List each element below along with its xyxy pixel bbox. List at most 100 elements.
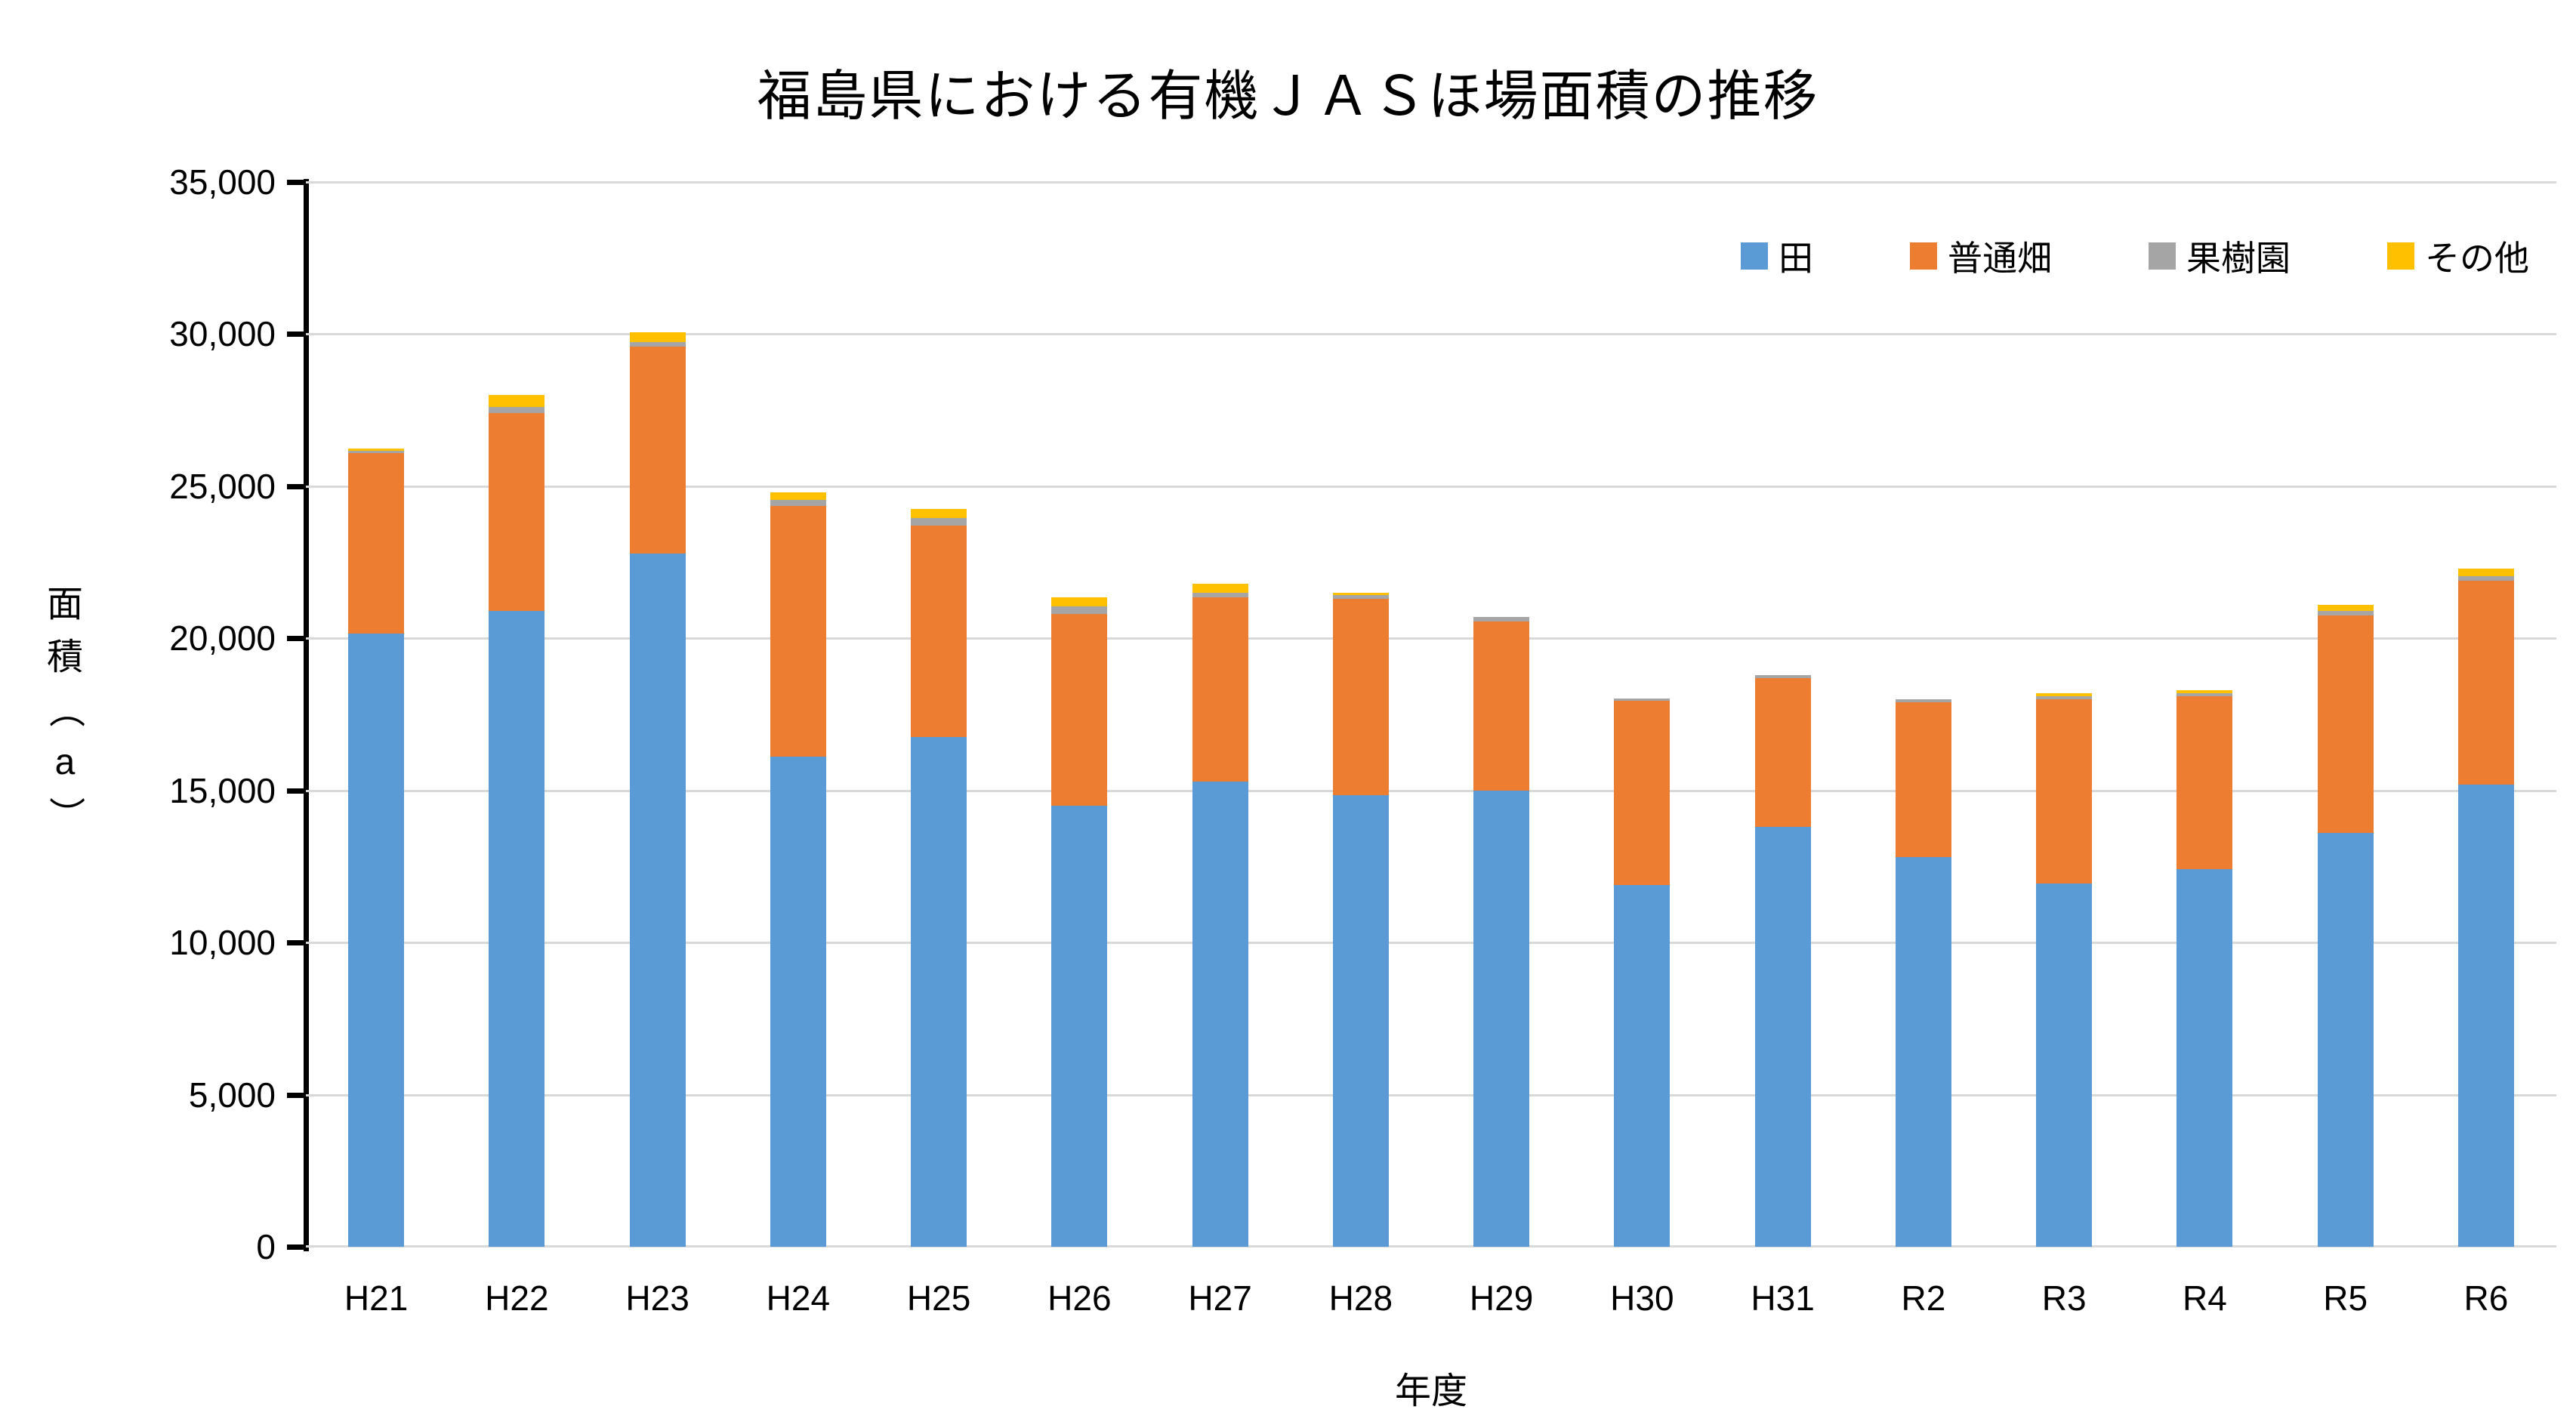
y-tick-5000 [287,1092,306,1098]
bar-H24-segment-other [770,492,826,500]
bar-H28-segment-paddy-field [1332,794,1389,1247]
x-tick-label-R4: R4 [2182,1278,2227,1318]
x-tick-label-H30: H30 [1610,1278,1674,1318]
legend-item-other: その他 [2387,231,2529,281]
y-tick-label-5000: 5,000 [188,1075,276,1115]
x-tick-label-R2: R2 [1901,1278,1946,1318]
bar-H29-segment-paddy-field [1473,790,1530,1247]
bar-H29 [1473,182,1530,1247]
bar-H22-segment-upland-field [489,413,545,612]
bar-R3-segment-upland-field [2036,699,2093,884]
bar-H22-segment-paddy-field [489,611,545,1247]
bar-H29-segment-orchard [1473,617,1530,622]
bar-R2-segment-paddy-field [1895,857,1951,1247]
bar-H26 [1051,182,1108,1247]
y-tick-20000 [287,636,306,642]
bar-R4-segment-upland-field [2176,695,2233,870]
bar-H22-segment-orchard [489,407,545,414]
bar-H27-segment-orchard [1192,592,1248,597]
legend-label-upland-field: 普通畑 [1948,239,2052,278]
gridline-30000 [306,333,2556,336]
bar-H31-segment-orchard [1754,674,1811,678]
x-tick-label-H29: H29 [1469,1278,1534,1318]
legend: 田 普通畑 果樹園 その他 [1741,231,2529,281]
bar-H22 [489,182,545,1247]
bar-R2-segment-orchard [1895,699,1951,702]
bar-H27-segment-upland-field [1192,597,1248,782]
bar-H26-segment-paddy-field [1051,805,1108,1247]
legend-item-paddy-field: 田 [1741,231,1813,281]
x-tick-label-H26: H26 [1047,1278,1112,1318]
bar-H24-segment-orchard [770,500,826,507]
bar-H31-segment-paddy-field [1754,827,1811,1247]
bar-H25-segment-upland-field [911,526,967,738]
chart-title: 福島県における有機ＪＡＳほ場面積の推移 [757,66,1819,127]
bar-R4 [2176,182,2233,1247]
bar-H29-segment-upland-field [1473,621,1530,791]
bar-R3-segment-orchard [2036,695,2093,699]
y-tick-30000 [287,332,306,338]
y-tick-label-35000: 35,000 [169,162,276,202]
bar-H25 [911,182,967,1247]
bar-H31 [1754,182,1811,1247]
x-axis-line [306,1245,2556,1248]
bar-H28-segment-orchard [1332,594,1389,599]
bar-H24-segment-paddy-field [770,757,826,1247]
bar-H27 [1192,182,1248,1247]
y-tick-label-20000: 20,000 [169,618,276,658]
x-tick-label-H31: H31 [1751,1278,1815,1318]
bar-H23-segment-paddy-field [629,553,686,1247]
bar-R6-segment-paddy-field [2457,784,2514,1247]
bar-H26-segment-upland-field [1051,614,1108,806]
gridline-5000 [306,1093,2556,1096]
x-tick-label-H21: H21 [344,1278,409,1318]
bar-H25-segment-paddy-field [911,737,967,1247]
bar-H24-segment-upland-field [770,506,826,757]
y-axis-title-char: ） [45,797,85,834]
bar-R2-segment-upland-field [1895,702,1951,858]
y-axis-title: 面積 （ a ） [45,578,85,841]
bar-R3 [2036,182,2093,1247]
y-axis-line [304,179,309,1251]
bar-R3-segment-other [2036,692,2093,696]
gridline-10000 [306,942,2556,945]
x-tick-label-H23: H23 [625,1278,690,1318]
bar-H25-segment-orchard [911,518,967,526]
plot-area [306,181,2556,1248]
x-tick-label-H25: H25 [906,1278,971,1318]
bar-R4-segment-orchard [2176,692,2233,696]
bar-H28-segment-other [1332,592,1389,595]
x-tick-label-H24: H24 [766,1278,831,1318]
legend-label-paddy-field: 田 [1779,239,1813,278]
bar-H30-segment-upland-field [1614,700,1671,885]
gridline-25000 [306,485,2556,488]
bar-H25-segment-other [911,509,967,519]
legend-marker-upland-field [1910,242,1937,270]
gridline-35000 [306,181,2556,184]
bar-H28 [1332,182,1389,1247]
bar-R5-segment-orchard [2317,611,2374,616]
bar-R5 [2317,182,2374,1247]
x-tick-label-R5: R5 [2323,1278,2368,1318]
bar-H27-segment-paddy-field [1192,781,1248,1247]
y-tick-label-15000: 15,000 [169,770,276,810]
y-tick-35000 [287,180,306,185]
x-tick-label-H28: H28 [1328,1278,1393,1318]
bar-H21-segment-orchard [348,450,405,453]
bar-R6-segment-other [2457,568,2514,576]
y-tick-15000 [287,788,306,794]
bar-H27-segment-other [1192,583,1248,593]
bar-H30-segment-orchard [1614,698,1671,701]
y-axis-title-char: a [54,742,76,782]
legend-label-other: その他 [2425,239,2529,278]
bar-R2 [1895,182,1951,1247]
bar-H24 [770,182,826,1247]
legend-label-orchard: 果樹園 [2186,239,2291,278]
bar-R4-segment-other [2176,689,2233,693]
gridline-20000 [306,637,2556,640]
y-tick-25000 [287,483,306,489]
y-tick-10000 [287,940,306,946]
bar-H31-segment-upland-field [1754,677,1811,828]
bar-R5-segment-paddy-field [2317,833,2374,1247]
